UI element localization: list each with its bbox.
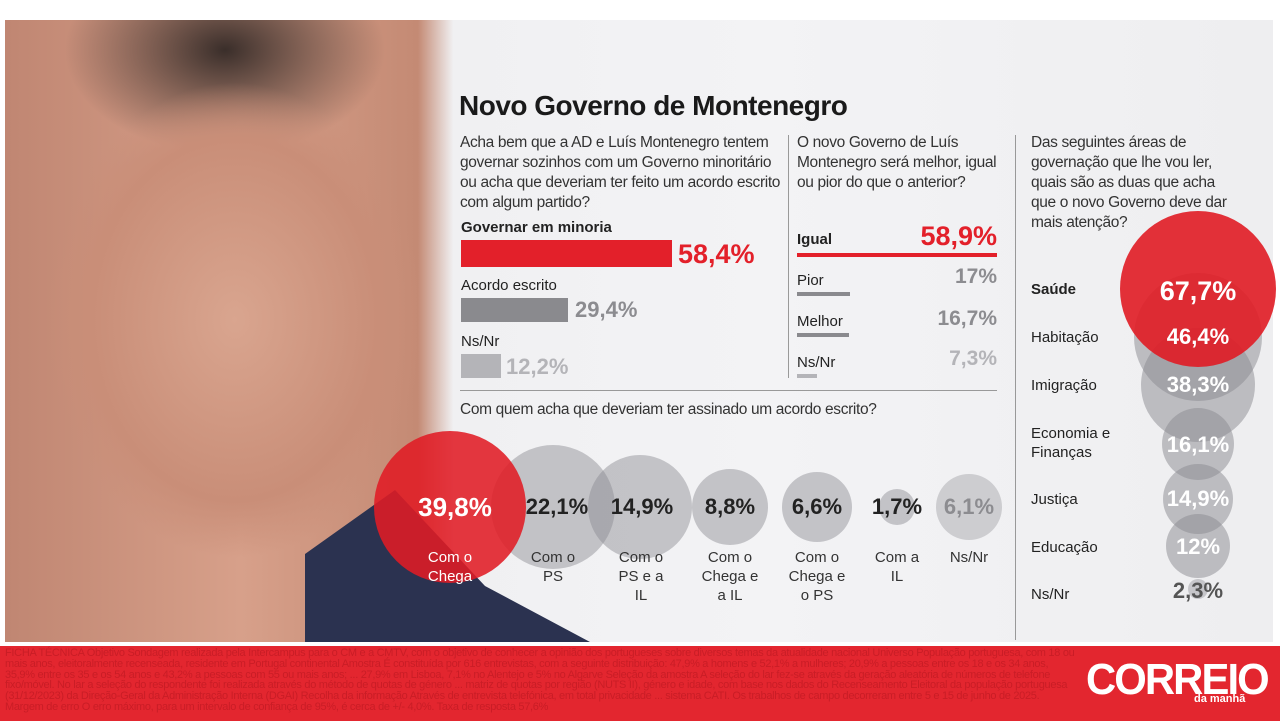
q2-value-1: 17%: [954, 265, 997, 288]
q1-bar-1: [461, 298, 568, 322]
q2-bar-2: [797, 333, 849, 337]
q1-value-1: 29,4%: [575, 297, 638, 322]
q4-label-5: Educação: [1031, 539, 1098, 556]
q3-label-0: Com o Chega: [427, 549, 473, 585]
q1-label-1: Acordo escrito: [461, 277, 557, 294]
q3-label-1: Com o PS: [530, 549, 576, 585]
q2-label-2: Melhor: [797, 313, 843, 330]
correio-da-manha-logo: CORREIO: [1086, 655, 1270, 704]
q3-question: Com quem acha que deveriam ter assinado …: [460, 401, 877, 418]
q3-label-2: Com o PS e a IL: [618, 549, 664, 604]
q3-label-5: Com a IL: [874, 549, 920, 585]
q4-label-0: Saúde: [1031, 281, 1077, 298]
page-title: Novo Governo de Montenegro: [459, 90, 848, 121]
q2-bar-0: [797, 253, 997, 257]
q3-value-3: 8,8%: [704, 494, 756, 519]
q3-label-6: Ns/Nr: [949, 549, 989, 566]
q3-value-1: 22,1%: [525, 494, 589, 519]
q3-bubble-3: [692, 469, 768, 545]
q4-bubble-0: [1120, 211, 1276, 367]
q4-value-3: 16,1%: [1166, 432, 1230, 457]
q3-bubble-0: [374, 431, 526, 583]
q3-label-4: Com o Chega e o PS: [788, 549, 846, 604]
q1-bar-2: [461, 354, 501, 378]
q4-bubble-6: [1188, 579, 1208, 599]
technical-sheet-footer: FICHA TÉCNICA Objetivo Sondagem realizad…: [0, 646, 1280, 721]
q2-question: O novo Governo de Luís Montenegro será m…: [797, 134, 997, 191]
q3-value-0: 39,8%: [418, 492, 492, 522]
q1-question: Acha bem que a AD e Luís Montenegro tent…: [460, 134, 781, 211]
q2-value-3: 7,3%: [949, 347, 997, 370]
q4-label-1: Habitação: [1031, 329, 1099, 346]
q3-value-2: 14,9%: [610, 494, 674, 519]
q2-value-0: 58,9%: [920, 221, 997, 251]
q4-label-4: Justiça: [1031, 491, 1078, 508]
q3-value-5: 1,7%: [871, 494, 923, 519]
q4-value-6: 2,3%: [1172, 578, 1224, 603]
q2-label-3: Ns/Nr: [797, 354, 836, 371]
q4-value-4: 14,9%: [1166, 486, 1230, 511]
divider: [788, 135, 789, 378]
technical-sheet-text: FICHA TÉCNICA Objetivo Sondagem realizad…: [5, 647, 1075, 713]
q2-label-0: Igual: [797, 231, 833, 248]
q1-label-0: Governar em minoria: [461, 219, 612, 236]
q3-bubble-4: [782, 472, 852, 542]
q4-value-1: 46,4%: [1166, 324, 1230, 349]
logo-subtitle: da manhã: [1194, 693, 1246, 705]
q3-bubble-2: [588, 455, 692, 559]
q4-label-2: Imigração: [1031, 377, 1097, 394]
divider: [1015, 135, 1016, 640]
technical-sheet-block: FICHA TÉCNICA Objetivo Sondagem realizad…: [5, 648, 1273, 713]
q3-value-6: 6,1%: [943, 494, 995, 519]
q3-bubble-6: [936, 474, 1002, 540]
q2-bar-1: [797, 292, 850, 296]
q4-label-3: Economia e Finanças: [1031, 425, 1111, 461]
q3-bubble-5: [879, 489, 915, 525]
q4-value-0: 67,7%: [1159, 276, 1237, 306]
q4-value-2: 38,3%: [1166, 372, 1230, 397]
q4-bubble-4: [1163, 464, 1233, 534]
q4-value-5: 12%: [1175, 534, 1221, 559]
q4-question: Das seguintes áreas de governação que lh…: [1031, 134, 1227, 231]
q3-bubble-1: [491, 445, 615, 569]
q3-value-4: 6,6%: [791, 494, 843, 519]
q2-value-2: 16,7%: [937, 307, 997, 330]
q2-label-1: Pior: [797, 272, 824, 289]
divider: [460, 390, 997, 391]
q1-label-2: Ns/Nr: [461, 333, 500, 350]
q2-bar-3: [797, 374, 817, 378]
q4-label-6: Ns/Nr: [1031, 586, 1070, 603]
q1-bar-0: [461, 240, 672, 267]
q3-label-3: Com o Chega e a IL: [701, 549, 759, 604]
q1-value-0: 58,4%: [678, 239, 755, 269]
q1-value-2: 12,2%: [506, 354, 569, 379]
